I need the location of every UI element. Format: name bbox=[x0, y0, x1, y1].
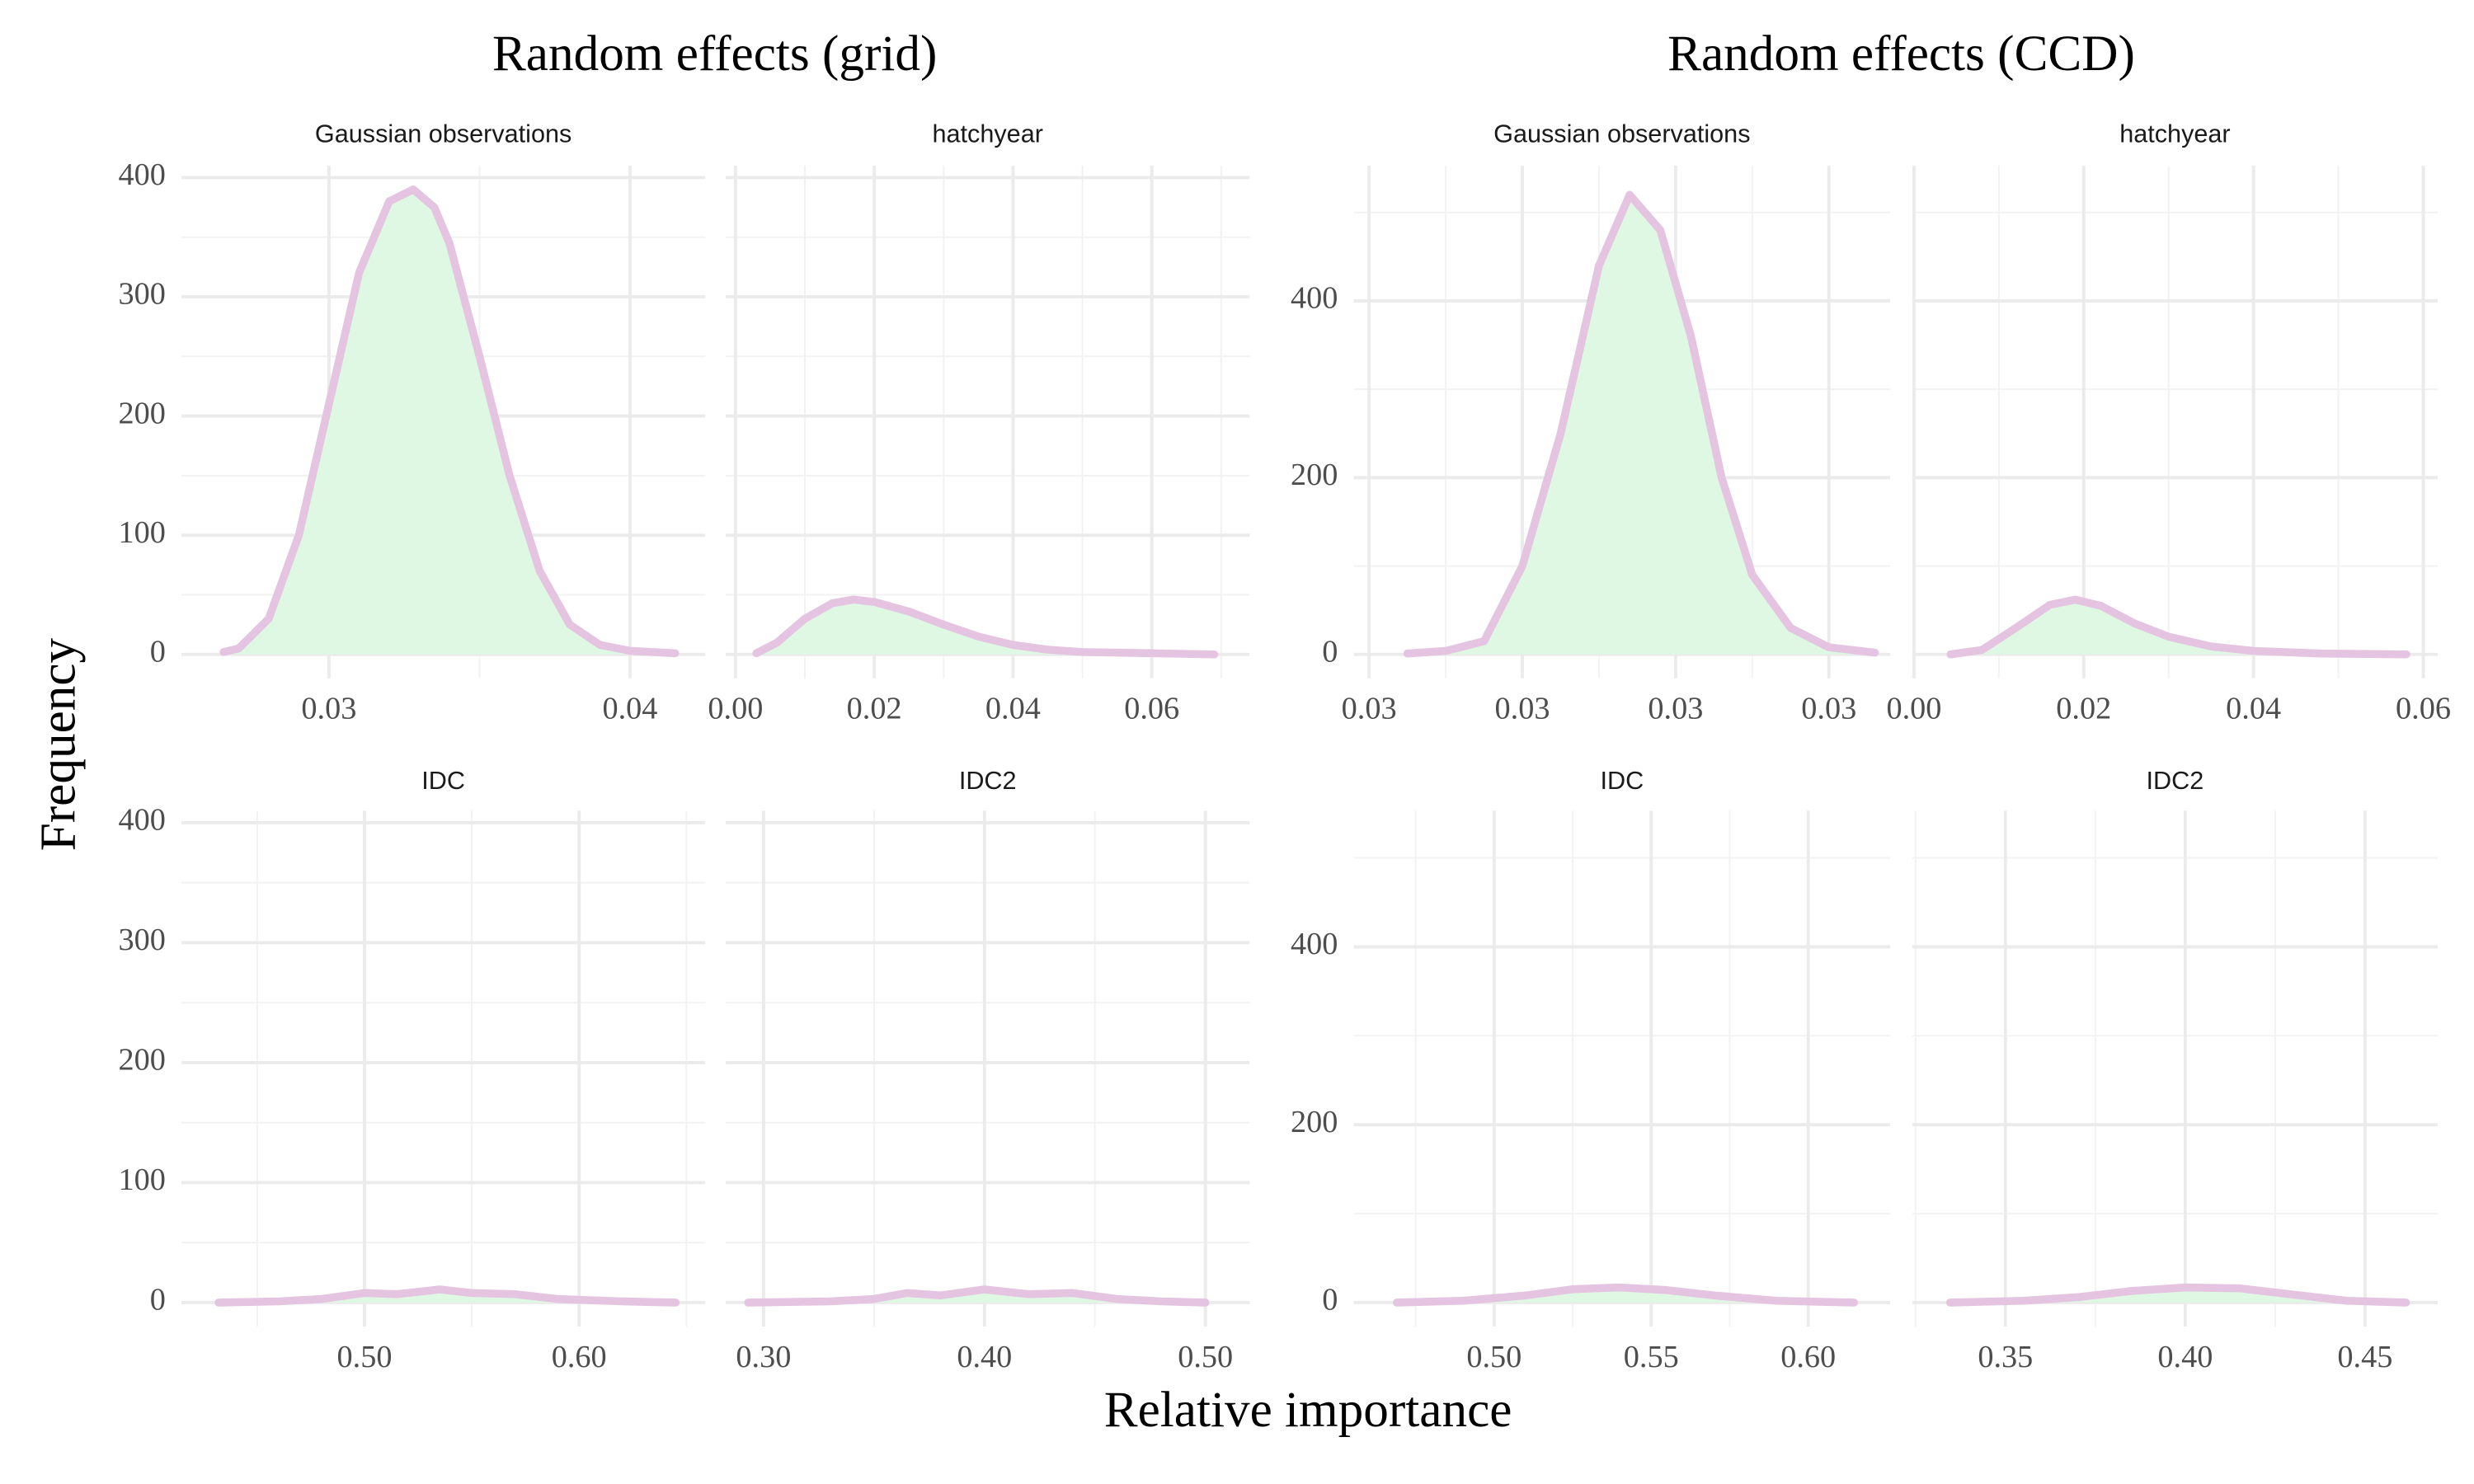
y-tick-label: 300 bbox=[119, 277, 166, 312]
facet-label: hatchyear bbox=[2119, 120, 2230, 148]
x-tick-label: 0.06 bbox=[2396, 692, 2451, 726]
x-tick-label: 0.03 bbox=[1495, 692, 1550, 726]
x-tick-label: 0.06 bbox=[1124, 692, 1179, 726]
y-tick-label: 100 bbox=[119, 1162, 166, 1197]
y-tick-label: 200 bbox=[119, 396, 166, 430]
density-line bbox=[1945, 1283, 2411, 1307]
x-tick-label: 0.03 bbox=[1648, 692, 1703, 726]
y-axis-label: Frequency bbox=[31, 637, 87, 851]
y-tick-label: 400 bbox=[119, 803, 166, 838]
y-tick-label: 200 bbox=[119, 1043, 166, 1078]
x-tick-label: 0.03 bbox=[301, 692, 356, 726]
x-tick-label: 0.50 bbox=[337, 1340, 393, 1374]
y-tick-label: 0 bbox=[1322, 635, 1338, 669]
block-title: Random effects (CCD) bbox=[1667, 26, 2135, 82]
facet-label: Gaussian observations bbox=[1493, 120, 1750, 148]
density-area bbox=[1407, 195, 1875, 655]
x-tick-label: 0.03 bbox=[1801, 692, 1856, 726]
density-line bbox=[1403, 190, 1879, 658]
x-tick-label: 0.00 bbox=[1886, 692, 1941, 726]
y-tick-label: 200 bbox=[1291, 458, 1338, 492]
facet-label: IDC2 bbox=[2147, 767, 2204, 795]
y-tick-label: 0 bbox=[150, 635, 166, 669]
x-tick-label: 0.04 bbox=[2226, 692, 2281, 726]
x-tick-label: 0.55 bbox=[1624, 1340, 1679, 1374]
y-tick-label: 100 bbox=[119, 515, 166, 550]
facet-label: IDC2 bbox=[959, 767, 1017, 795]
facet-label: hatchyear bbox=[932, 120, 1042, 148]
y-tick-label: 0 bbox=[1322, 1283, 1338, 1317]
block-title: Random effects (grid) bbox=[492, 26, 937, 82]
density-line bbox=[214, 1285, 680, 1307]
facet-label: IDC bbox=[1600, 767, 1644, 795]
y-tick-label: 400 bbox=[1291, 927, 1338, 961]
density-area bbox=[223, 189, 675, 655]
x-tick-label: 0.50 bbox=[1178, 1340, 1233, 1374]
y-tick-label: 400 bbox=[119, 157, 166, 192]
y-tick-label: 200 bbox=[1291, 1105, 1338, 1139]
x-tick-label: 0.30 bbox=[736, 1340, 791, 1374]
x-tick-label: 0.35 bbox=[1978, 1340, 2033, 1374]
x-tick-label: 0.02 bbox=[847, 692, 902, 726]
facet-label: IDC bbox=[421, 767, 465, 795]
x-tick-label: 0.03 bbox=[1342, 692, 1397, 726]
density-line bbox=[752, 595, 1219, 659]
x-axis-label: Relative importance bbox=[1104, 1382, 1512, 1438]
y-tick-label: 300 bbox=[119, 923, 166, 957]
y-tick-label: 0 bbox=[150, 1283, 166, 1317]
x-tick-label: 0.60 bbox=[552, 1340, 607, 1374]
density-line bbox=[1946, 595, 2411, 659]
x-tick-label: 0.40 bbox=[957, 1340, 1012, 1374]
x-tick-label: 0.60 bbox=[1780, 1340, 1836, 1374]
x-tick-label: 0.02 bbox=[2056, 692, 2111, 726]
density-line bbox=[1392, 1283, 1859, 1307]
y-tick-label: 400 bbox=[1291, 281, 1338, 316]
x-tick-label: 0.04 bbox=[985, 692, 1041, 726]
x-tick-label: 0.50 bbox=[1466, 1340, 1522, 1374]
x-tick-label: 0.00 bbox=[708, 692, 763, 726]
density-line bbox=[744, 1285, 1210, 1307]
density-area bbox=[1950, 599, 2406, 655]
facet-label: Gaussian observations bbox=[315, 120, 571, 148]
density-line bbox=[219, 186, 680, 658]
x-tick-label: 0.04 bbox=[602, 692, 657, 726]
x-tick-label: 0.40 bbox=[2157, 1340, 2213, 1374]
density-area bbox=[756, 599, 1215, 655]
x-tick-label: 0.45 bbox=[2337, 1340, 2392, 1374]
